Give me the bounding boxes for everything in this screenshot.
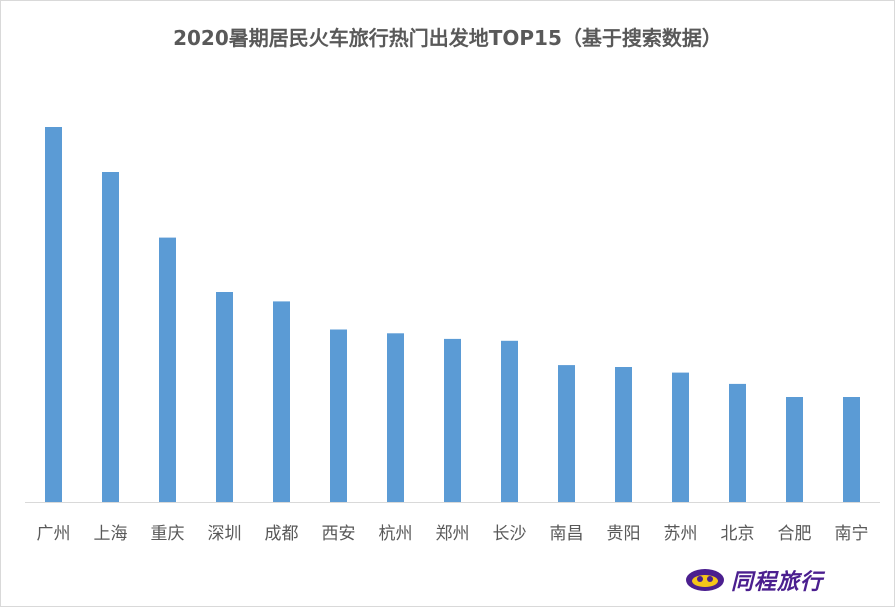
bar-深圳 bbox=[216, 292, 233, 502]
x-tick-label: 南昌 bbox=[550, 524, 584, 544]
bar-郑州 bbox=[444, 338, 461, 502]
x-tick-label: 成都 bbox=[265, 524, 299, 544]
x-tick-label: 长沙 bbox=[493, 524, 527, 544]
x-tick-label: 北京 bbox=[721, 524, 755, 544]
chart-title: 2020暑期居民火车旅行热门出发地TOP15（基于搜索数据） bbox=[173, 26, 722, 50]
bar-长沙 bbox=[501, 340, 518, 503]
bar-南昌 bbox=[558, 365, 575, 502]
bar-北京 bbox=[729, 383, 746, 502]
x-tick-label: 贵阳 bbox=[607, 524, 641, 544]
brand-logo: 同程旅行 bbox=[683, 564, 823, 596]
brand-name: 同程旅行 bbox=[731, 570, 824, 595]
x-tick-label: 深圳 bbox=[208, 524, 242, 544]
x-tick-label: 广州 bbox=[37, 524, 71, 544]
x-tick-label: 西安 bbox=[322, 524, 356, 544]
bar-上海 bbox=[102, 172, 119, 502]
x-tick-label: 郑州 bbox=[436, 524, 470, 544]
bar-西安 bbox=[330, 329, 347, 502]
bar-杭州 bbox=[387, 333, 404, 503]
x-tick-label: 杭州 bbox=[379, 524, 413, 544]
bar-广州 bbox=[45, 127, 62, 502]
bar-贵阳 bbox=[615, 367, 632, 502]
x-tick-label: 合肥 bbox=[778, 524, 812, 544]
x-tick-label: 上海 bbox=[94, 524, 128, 544]
x-tick-label: 苏州 bbox=[664, 524, 698, 544]
bar-苏州 bbox=[672, 372, 689, 502]
x-tick-label: 南宁 bbox=[835, 524, 869, 544]
bar-成都 bbox=[273, 301, 290, 502]
bar-南宁 bbox=[843, 397, 860, 502]
bar-重庆 bbox=[159, 237, 176, 502]
bar-合肥 bbox=[786, 397, 803, 502]
x-tick-label: 重庆 bbox=[151, 524, 185, 544]
tongcheng-logo-icon bbox=[686, 569, 724, 591]
